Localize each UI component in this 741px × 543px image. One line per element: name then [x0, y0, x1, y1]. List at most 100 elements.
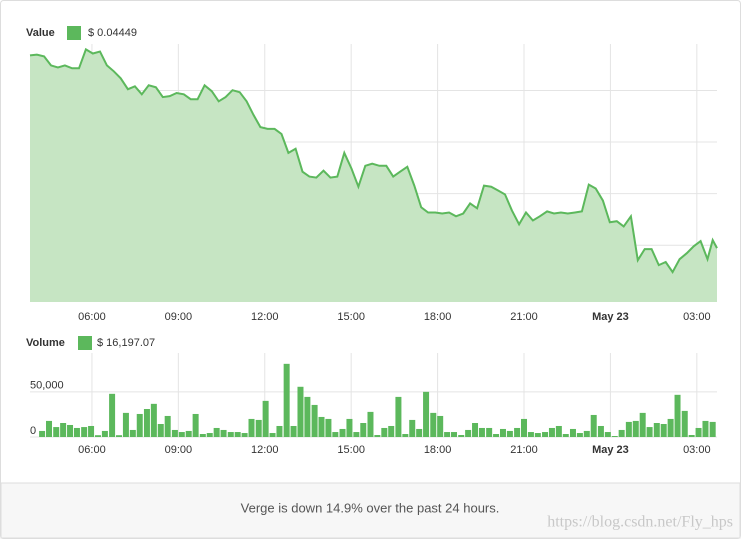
bar — [430, 412, 437, 437]
bar — [493, 434, 500, 437]
bar — [143, 409, 150, 437]
bar — [304, 396, 311, 437]
bar — [402, 434, 409, 437]
bar — [339, 428, 346, 437]
bar — [46, 420, 53, 437]
bar — [213, 427, 220, 437]
bar — [157, 423, 164, 437]
bar — [94, 435, 101, 437]
bar — [646, 427, 653, 437]
bar — [178, 432, 185, 437]
bar — [185, 430, 192, 437]
bar — [416, 428, 423, 437]
bar — [472, 423, 479, 437]
bar — [653, 423, 660, 437]
bar — [409, 419, 416, 437]
bar — [290, 425, 297, 437]
bar — [360, 423, 367, 437]
bar — [709, 421, 716, 437]
bar — [346, 418, 353, 437]
legend-label: $ 0.04449 — [88, 27, 137, 39]
bar — [486, 427, 493, 437]
watermark: https://blog.csdn.net/Fly_hps — [547, 514, 733, 531]
bar — [458, 435, 465, 437]
bar — [122, 412, 129, 437]
y-axis-label: Value — [26, 27, 55, 39]
bar — [695, 427, 702, 437]
bar — [548, 427, 555, 437]
bar — [332, 432, 339, 437]
bar — [255, 419, 262, 437]
bar — [478, 427, 485, 437]
bar — [220, 429, 227, 437]
bar — [555, 425, 562, 437]
bar — [67, 424, 74, 437]
area — [30, 49, 717, 303]
bar — [60, 423, 67, 437]
bar — [569, 428, 576, 437]
bar — [499, 428, 506, 437]
bar — [388, 425, 395, 437]
bar — [681, 410, 688, 437]
x-tick-label: 03:00 — [683, 444, 711, 456]
bar — [297, 386, 304, 437]
bar — [667, 418, 674, 437]
bar — [129, 429, 136, 437]
bar — [618, 429, 625, 437]
bar — [674, 394, 681, 437]
x-tick-label: 15:00 — [337, 311, 365, 323]
bar — [353, 432, 360, 437]
bar — [206, 433, 213, 437]
bar — [199, 434, 206, 437]
bar — [164, 415, 171, 437]
x-tick-label: 06:00 — [78, 311, 106, 323]
bar — [39, 430, 46, 437]
bar — [88, 425, 95, 437]
bar — [227, 432, 234, 437]
x-tick-label: 12:00 — [251, 444, 279, 456]
bar — [234, 432, 241, 437]
bar — [702, 420, 709, 437]
bar — [451, 432, 458, 437]
x-tick-label: 09:00 — [165, 311, 193, 323]
bar — [583, 430, 590, 437]
bar — [444, 432, 451, 437]
x-tick-label: May 23 — [592, 311, 629, 323]
bar — [437, 415, 444, 437]
bar — [423, 391, 430, 437]
bar — [325, 418, 332, 437]
bar — [241, 433, 248, 437]
line — [29, 47, 718, 275]
bar — [381, 427, 388, 437]
y-axis-label: Volume — [26, 337, 65, 349]
bar — [367, 411, 374, 437]
bar — [318, 416, 325, 437]
bar — [521, 418, 528, 437]
x-tick-label: 03:00 — [683, 311, 711, 323]
bar — [101, 430, 108, 437]
legend-swatch — [78, 336, 92, 350]
bar — [150, 403, 157, 437]
bar — [604, 432, 611, 437]
bar — [53, 427, 60, 437]
bar — [514, 427, 521, 437]
bar — [465, 429, 472, 437]
x-tick-label: 15:00 — [337, 444, 365, 456]
x-tick-label: 09:00 — [165, 444, 193, 456]
bar — [688, 435, 695, 437]
legend-label: $ 16,197.07 — [97, 337, 155, 349]
bar — [542, 432, 549, 437]
bar — [576, 433, 583, 437]
bar — [639, 412, 646, 437]
bar — [395, 396, 402, 437]
bar — [81, 427, 88, 437]
bar — [311, 404, 318, 437]
x-tick-label: 21:00 — [510, 311, 538, 323]
bar — [597, 425, 604, 437]
bar — [660, 423, 667, 437]
bar — [562, 434, 569, 437]
x-tick-label: 12:00 — [251, 311, 279, 323]
bar — [192, 413, 199, 437]
